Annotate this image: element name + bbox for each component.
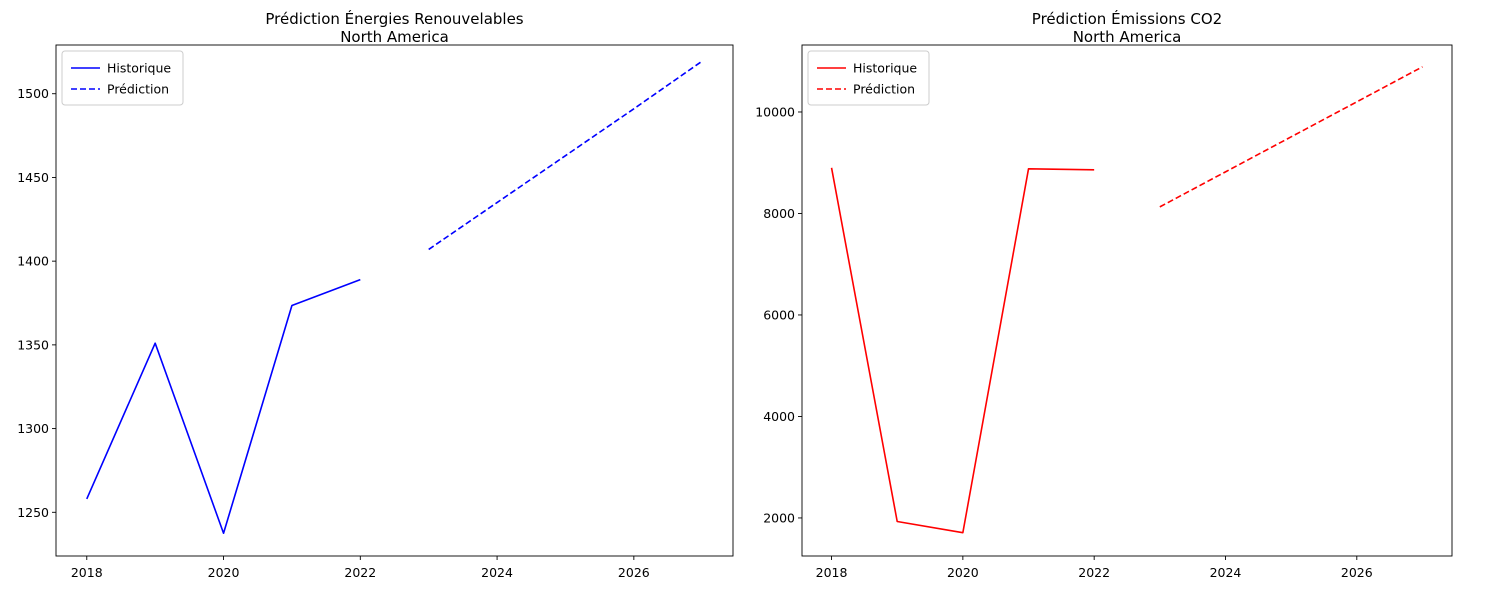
y-tick-label: 8000 [763, 206, 795, 221]
series-line-prediction [428, 60, 703, 251]
y-tick-label: 6000 [763, 307, 795, 322]
x-tick-label: 2022 [344, 565, 376, 580]
y-tick-label: 1500 [17, 86, 49, 101]
y-tick-label: 10000 [755, 104, 795, 119]
y-tick-label: 1400 [17, 254, 49, 269]
x-tick-label: 2018 [816, 565, 848, 580]
y-tick-label: 1300 [17, 421, 49, 436]
x-tick-label: 2020 [208, 565, 240, 580]
chart-title: Prédiction Énergies Renouvelables [265, 9, 523, 28]
legend-box [61, 50, 184, 106]
chart-subtitle: North America [340, 28, 449, 46]
y-tick-label: 4000 [763, 409, 795, 424]
x-tick-label: 2026 [1341, 565, 1373, 580]
x-tick-label: 2022 [1078, 565, 1110, 580]
y-tick-label: 1350 [17, 337, 49, 352]
y-tick-label: 1250 [17, 505, 49, 520]
x-tick-label: 2024 [1210, 565, 1242, 580]
series-line-historique [830, 167, 1095, 534]
y-tick-label: 1450 [17, 170, 49, 185]
y-tick-label: 2000 [763, 510, 795, 525]
legend-box [807, 50, 930, 106]
x-tick-label: 2018 [71, 565, 103, 580]
x-tick-label: 2020 [947, 565, 979, 580]
axes-frame [801, 44, 1453, 557]
legend-label-historique: Historique [853, 61, 917, 76]
chart-title: Prédiction Émissions CO2 [1032, 9, 1222, 28]
x-tick-label: 2024 [481, 565, 513, 580]
series-line-historique [86, 278, 361, 535]
chart-subtitle: North America [1073, 28, 1182, 46]
legend-label-historique: Historique [107, 61, 171, 76]
x-tick-label: 2026 [618, 565, 650, 580]
legend-label-prediction: Prédiction [853, 82, 915, 97]
series-line-prediction [1159, 66, 1423, 208]
axes-frame [55, 44, 734, 557]
legend-label-prediction: Prédiction [107, 82, 169, 97]
